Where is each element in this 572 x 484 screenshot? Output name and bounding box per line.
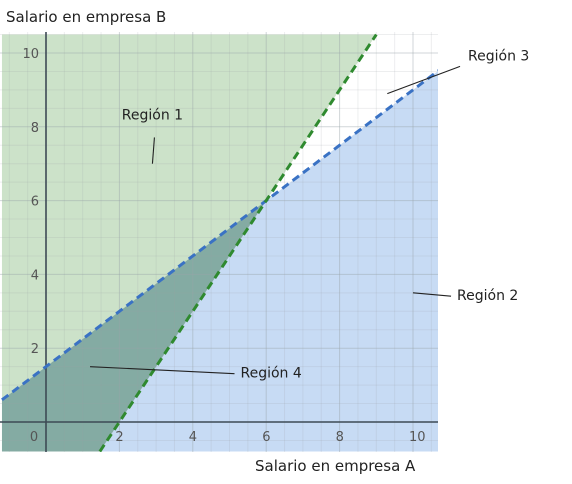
region-1-fill [1,34,377,400]
boundary-line-green [98,33,378,452]
y-tick-label: 6 [31,195,39,210]
x-tick-label: 8 [336,430,344,445]
boundary-line-blue [1,69,438,402]
region-pointer-line [412,292,452,297]
region-pointer-line [151,137,155,164]
x-tick-label: 0 [30,430,38,445]
region-pointer-line [90,366,235,375]
y-tick-label: 4 [31,268,39,283]
region-label-4: Región 4 [241,366,302,382]
x-tick-label: 2 [115,430,123,445]
plot-area [0,32,438,452]
y-tick-label: 2 [31,342,39,357]
region-label-2: Región 2 [457,288,518,304]
y-tick-label: 10 [22,47,39,62]
y-tick-label: 8 [31,121,39,136]
x-tick-label: 10 [409,430,426,445]
y-axis-title: Salario en empresa B [6,8,166,26]
region-4-fill [1,200,267,452]
x-tick-label: 4 [189,430,197,445]
region-pointer-line [387,65,461,95]
x-axis-title: Salario en empresa A [255,457,416,475]
region-label-1: Región 1 [122,107,183,123]
x-tick-label: 6 [262,430,270,445]
region-2-fill [99,71,438,452]
region-label-3: Región 3 [468,48,529,64]
